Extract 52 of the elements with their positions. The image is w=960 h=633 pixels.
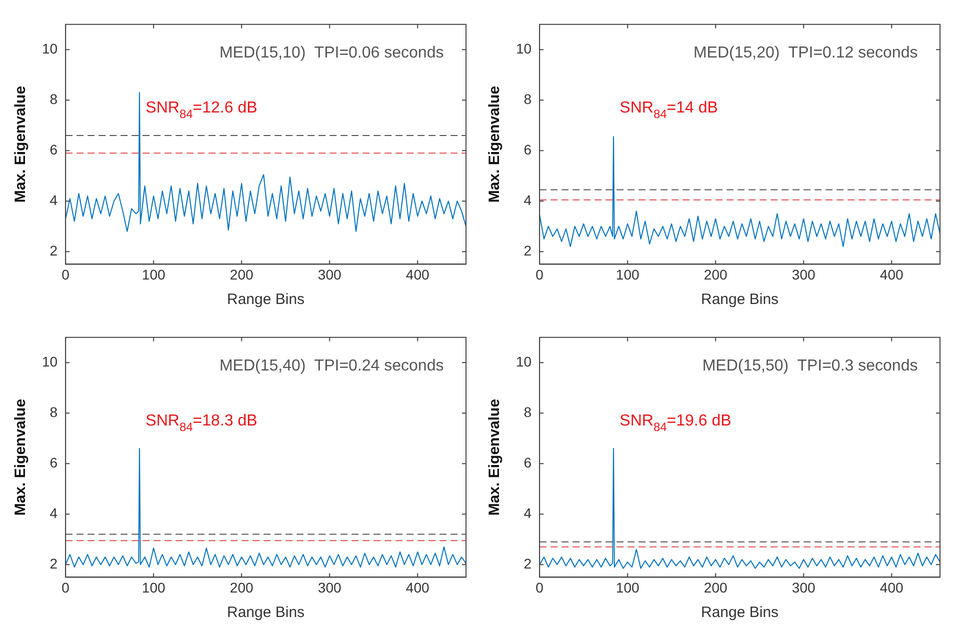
x-axis-title: Range Bins	[701, 291, 779, 308]
y-tick-label: 6	[50, 141, 58, 158]
x-tick-label: 100	[616, 266, 640, 282]
x-tick-label: 0	[536, 579, 544, 596]
x-tick-label: 300	[792, 266, 816, 282]
annotation: MED(15,50) TPI=0.3 seconds	[702, 357, 918, 374]
x-tick-label: 0	[62, 266, 70, 282]
x-axis-title: Range Bins	[227, 291, 305, 308]
x-tick-label: 300	[318, 579, 342, 596]
y-tick-label: 10	[516, 40, 532, 56]
x-tick-label: 200	[704, 266, 728, 282]
x-tick-label: 100	[142, 579, 166, 596]
y-tick-label: 2	[524, 242, 532, 258]
y-tick-label: 4	[50, 192, 58, 208]
y-axis-title: Max. Eigenvalue	[12, 86, 30, 203]
x-tick-label: 100	[142, 266, 166, 282]
x-tick-label: 100	[616, 579, 640, 596]
y-tick-label: 2	[50, 242, 58, 258]
y-tick-label: 4	[524, 504, 532, 521]
annotation: MED(15,20) TPI=0.12 seconds	[693, 44, 918, 62]
y-tick-label: 4	[50, 504, 58, 521]
x-tick-label: 0	[536, 266, 544, 282]
x-axis-title: Range Bins	[701, 604, 779, 622]
y-tick-label: 4	[524, 192, 532, 208]
x-tick-label: 0	[62, 579, 70, 596]
y-tick-label: 2	[524, 555, 532, 572]
y-tick-label: 2	[50, 555, 58, 572]
y-tick-label: 10	[42, 354, 58, 370]
y-tick-label: 8	[524, 90, 532, 107]
annotation: MED(15,10) TPI=0.06 seconds	[219, 44, 444, 62]
x-tick-label: 400	[406, 266, 430, 282]
x-tick-label: 300	[792, 579, 816, 596]
y-tick-label: 6	[50, 454, 58, 470]
y-tick-label: 6	[524, 141, 532, 158]
y-axis-title: Max. Eigenvalue	[486, 86, 504, 203]
x-tick-label: 200	[230, 579, 254, 596]
x-tick-label: 200	[230, 266, 254, 282]
x-tick-label: 300	[318, 266, 342, 282]
x-tick-label: 400	[880, 266, 904, 282]
y-axis-title: Max. Eigenvalue	[12, 398, 30, 516]
x-tick-label: 400	[406, 579, 430, 596]
y-tick-label: 10	[516, 354, 532, 370]
y-tick-label: 8	[524, 404, 532, 420]
y-tick-label: 6	[524, 454, 532, 470]
x-axis-title: Range Bins	[227, 604, 305, 622]
y-tick-label: 8	[50, 404, 58, 420]
x-tick-label: 400	[880, 579, 904, 596]
annotation: MED(15,40) TPI=0.24 seconds	[219, 357, 444, 374]
x-tick-label: 200	[704, 579, 728, 596]
y-tick-label: 8	[50, 90, 58, 107]
y-tick-label: 10	[42, 40, 58, 56]
y-axis-title: Max. Eigenvalue	[486, 398, 504, 516]
